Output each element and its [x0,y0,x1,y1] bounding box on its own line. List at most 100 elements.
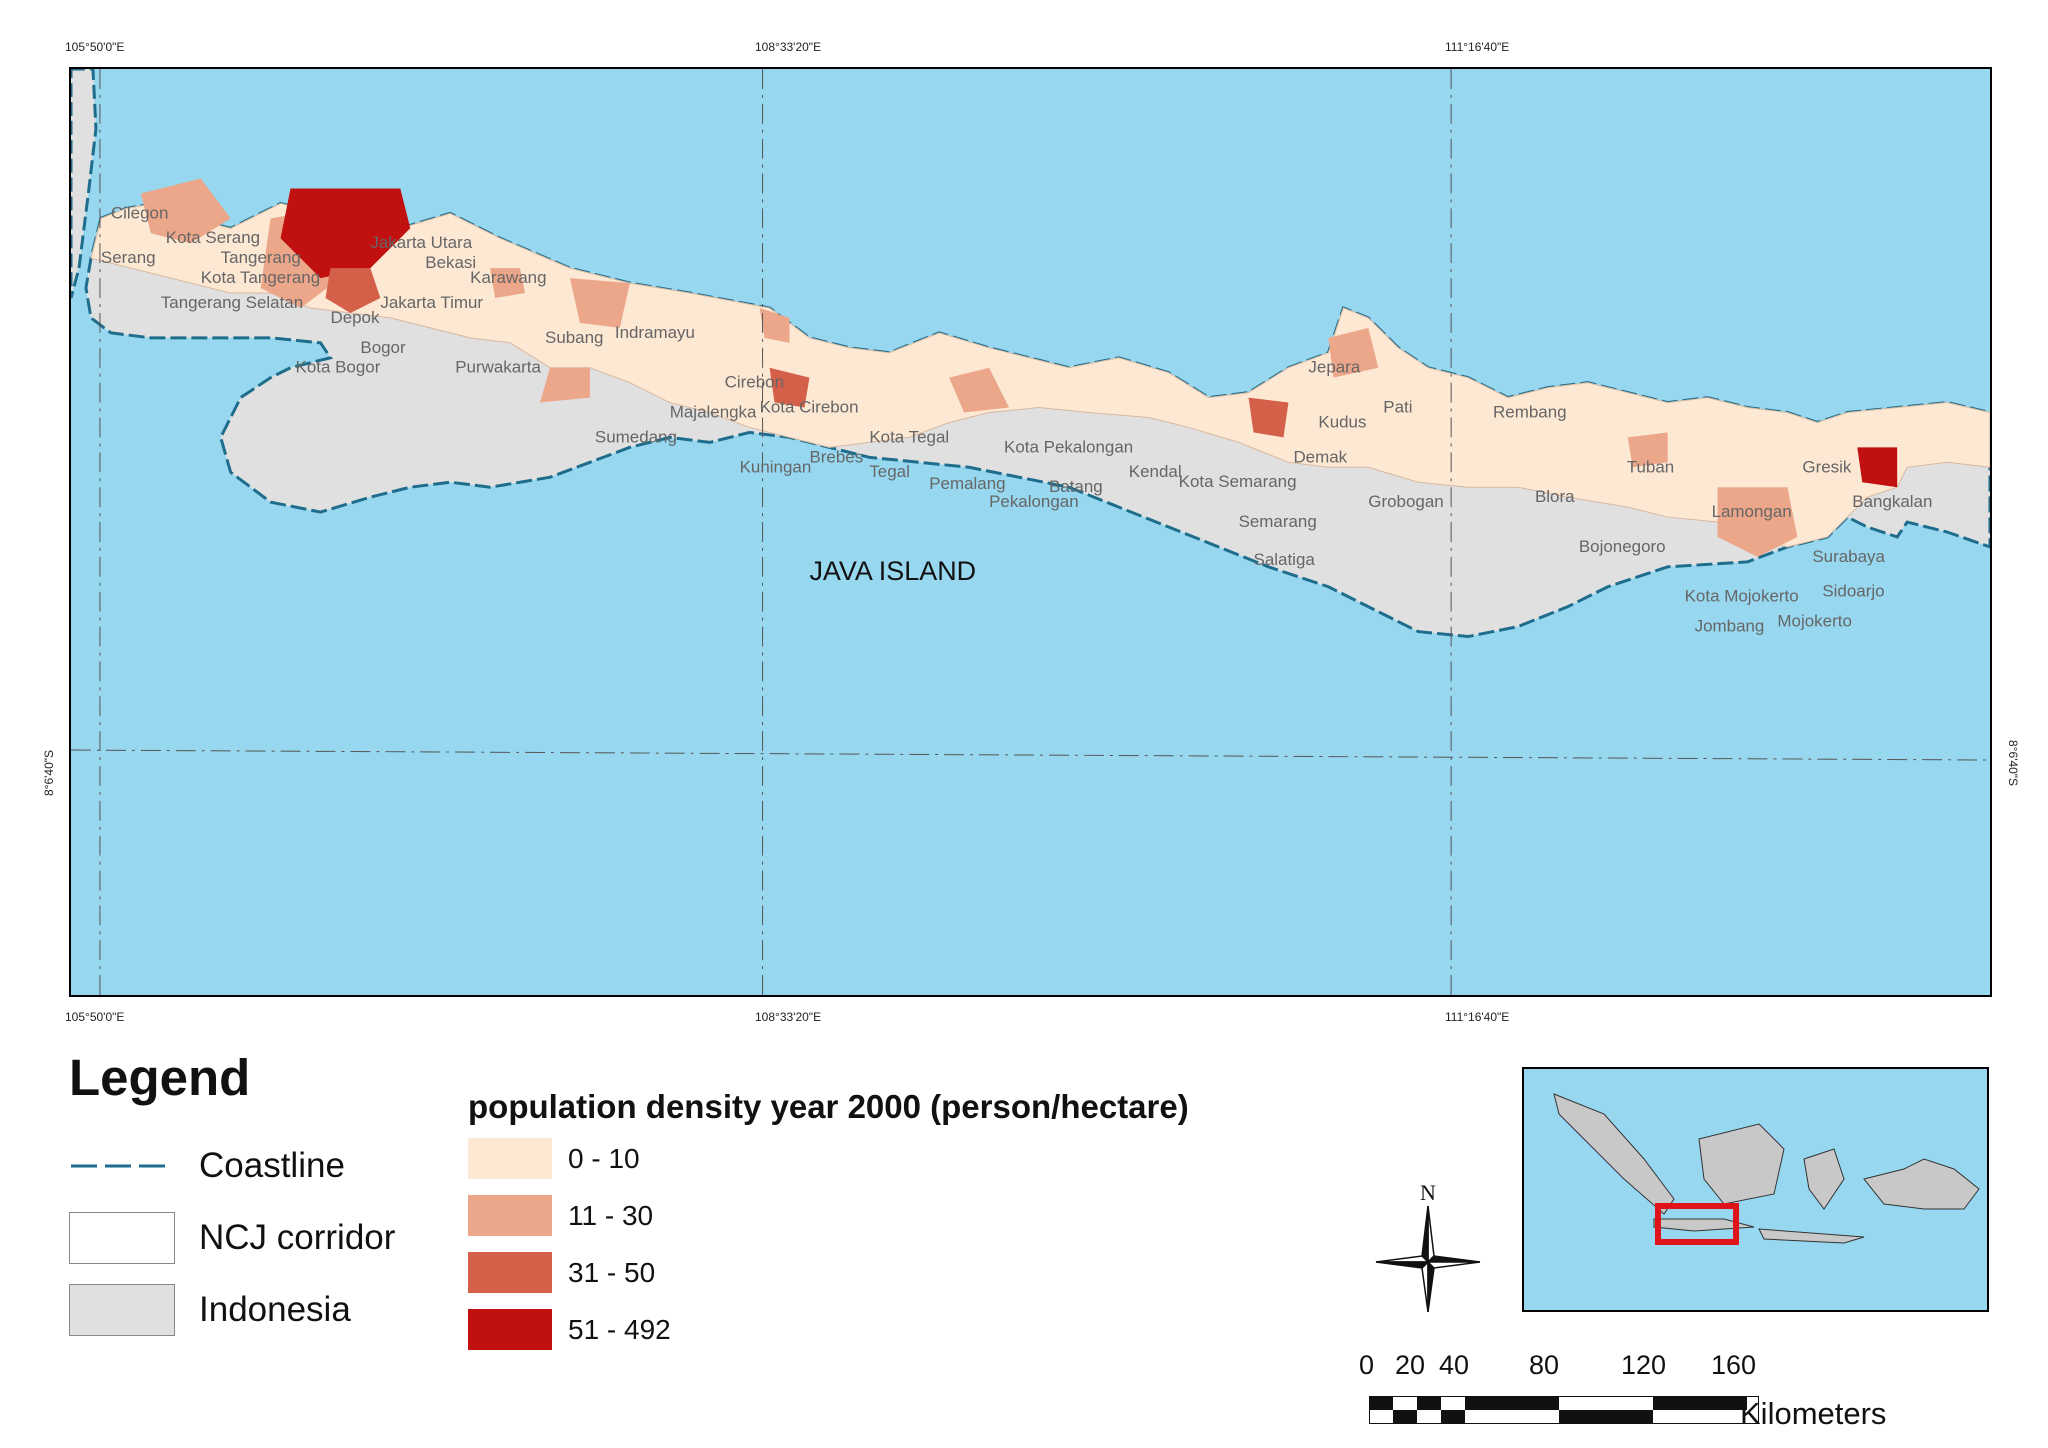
place-label: Pati [1383,398,1412,417]
scale-bar: 0 20 40 80 120 160 [1355,1350,1905,1430]
place-label: Jakarta Utara [370,233,472,252]
place-label: Grobogan [1368,492,1443,511]
legend-item-indonesia: Indonesia [69,1284,351,1336]
lon-label-top-3: 111°16'40"E [1445,40,1510,54]
place-label: Brebes [809,447,863,466]
place-label: Serang [101,248,156,267]
density-swatch [468,1195,552,1236]
place-label: Kudus [1318,412,1366,431]
place-label: Pemalang [929,474,1005,493]
legend-item-coastline: Coastline [69,1140,345,1192]
place-label: Kuningan [740,457,812,476]
density-label: 51 - 492 [568,1313,671,1345]
place-label: Kota Mojokerto [1685,587,1799,606]
density-legend-item: 31 - 50 [468,1252,655,1293]
scale-tick-label: 160 [1711,1350,1757,1380]
density-label: 11 - 30 [568,1199,654,1231]
place-label: Majalengka [670,403,757,422]
place-label: Jakarta Timur [380,293,483,312]
place-label: Salatiga [1254,550,1316,569]
density-legend-title: population density year 2000 (person/hec… [468,1088,1189,1125]
place-label: Blora [1535,487,1575,506]
scale-tick-label: 40 [1439,1350,1470,1380]
place-label: Lamongan [1712,502,1792,521]
place-label: Demak [1293,447,1347,466]
place-label: Kota Bogor [296,358,381,377]
legend-label-coastline: Coastline [199,1146,345,1185]
density-legend-item: 11 - 30 [468,1195,653,1236]
lat-label-left: 8°6'40"S [42,749,56,796]
place-label: Semarang [1239,512,1317,531]
place-label: Purwakarta [455,358,541,377]
legend-label-ncj: NCJ corridor [199,1218,396,1257]
lon-label-bottom-3: 111°16'40"E [1445,1010,1510,1024]
scale-unit: Kilometers [1740,1396,1887,1431]
indonesia-swatch [69,1284,175,1336]
map-frame[interactable]: JAVA ISLAND Cilegon Kota Serang Serang Tang… [69,67,1992,997]
place-label: Rembang [1493,403,1567,422]
legend-item-ncj: NCJ corridor [69,1212,395,1264]
place-label: Kota Serang [166,228,260,247]
density-label: 31 - 50 [568,1256,656,1288]
inset-svg [1553,1093,1980,1245]
place-label: Tangerang Selatan [161,293,303,312]
place-label: Depok [330,308,380,327]
place-label: Kota Cirebon [760,398,859,417]
place-label: Kota Tangerang [201,268,320,287]
place-label: Karawang [470,268,546,287]
place-label: Batang [1049,477,1103,496]
scale-tick-label: 80 [1529,1350,1560,1380]
java-map[interactable]: JAVA ISLAND Cilegon Kota Serang Serang Tang… [71,69,1990,995]
place-label: Cirebon [725,373,784,392]
island-label: JAVA ISLAND [809,556,976,586]
scale-tick-label: 120 [1621,1350,1667,1380]
place-label: Bekasi [425,253,476,272]
place-label: Kota Tegal [869,427,949,446]
lon-label-top-1: 105°50'0"E [65,40,125,54]
north-label: N [1420,1180,1436,1205]
place-label: Indramayu [615,323,695,342]
north-arrow-icon: N [1375,1180,1481,1312]
inset-map [1522,1067,1989,1312]
place-label: Bojonegoro [1579,537,1666,556]
place-label: Pekalongan [989,492,1079,511]
scale-tick-label: 0 [1359,1350,1375,1380]
place-label: Tangerang [221,248,301,267]
place-label: Kota Pekalongan [1004,437,1133,456]
inset-extent-box [1655,1203,1739,1245]
density-swatch [468,1252,552,1293]
place-label: Jepara [1308,358,1360,377]
place-label: Subang [545,328,603,347]
coastline-swatch [71,1164,173,1168]
place-label: Kota Semarang [1179,472,1297,491]
lon-label-top-2: 108°33'20"E [755,40,822,54]
density-swatch [468,1309,552,1350]
legend-title: Legend [69,1049,251,1106]
place-label: Kendal [1129,462,1182,481]
lat-label-right: 8°6'40"S [2006,740,2020,787]
ncj-corridor [90,202,1990,548]
lon-label-bottom-1: 105°50'0"E [65,1010,125,1024]
place-label: Surabaya [1812,547,1885,566]
scale-bar-graphic [1369,1396,1759,1424]
density-swatch [468,1138,552,1179]
ncj-swatch [69,1212,175,1264]
place-label: Tuban [1627,457,1674,476]
sumatra-land [71,69,98,299]
lon-label-bottom-2: 108°33'20"E [755,1010,822,1024]
place-label: Bogor [360,338,406,357]
density-legend-item: 0 - 10 [468,1138,640,1179]
place-label: Bangkalan [1852,492,1932,511]
place-label: Sidoarjo [1822,582,1884,601]
density-legend-item: 51 - 492 [468,1309,671,1350]
parallel-1 [71,749,1990,761]
legend-label-indonesia: Indonesia [199,1290,351,1329]
density-patches [140,178,1898,557]
place-label: Jombang [1695,617,1765,636]
scale-tick-label: 20 [1395,1350,1426,1380]
density-label: 0 - 10 [568,1142,640,1174]
place-label: Gresik [1802,457,1852,476]
place-label: Tegal [869,462,910,481]
place-label: Cilegon [111,203,169,222]
